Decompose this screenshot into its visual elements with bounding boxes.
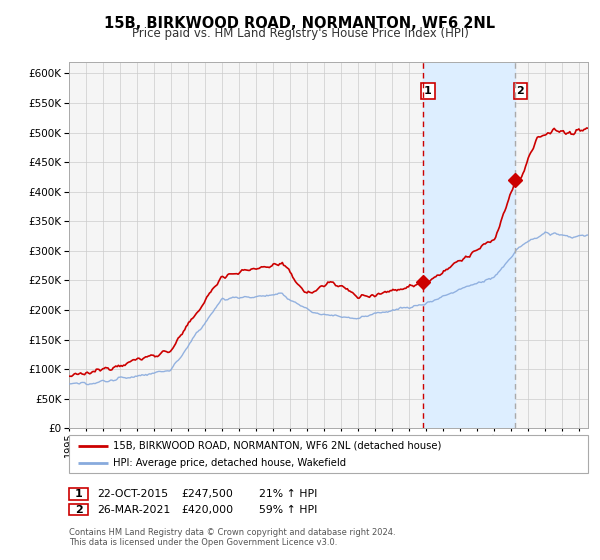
Text: 22-OCT-2015: 22-OCT-2015 <box>97 489 169 499</box>
Text: £247,500: £247,500 <box>181 489 233 499</box>
Text: 2: 2 <box>75 505 82 515</box>
Bar <box>423 62 515 428</box>
Text: 1: 1 <box>75 489 82 499</box>
Text: 21% ↑ HPI: 21% ↑ HPI <box>259 489 317 499</box>
Text: This data is licensed under the Open Government Licence v3.0.: This data is licensed under the Open Gov… <box>69 538 337 547</box>
Text: 59% ↑ HPI: 59% ↑ HPI <box>259 505 317 515</box>
Text: 15B, BIRKWOOD ROAD, NORMANTON, WF6 2NL (detached house): 15B, BIRKWOOD ROAD, NORMANTON, WF6 2NL (… <box>113 441 441 451</box>
Text: £420,000: £420,000 <box>181 505 233 515</box>
Text: 2: 2 <box>517 86 524 96</box>
Text: 1: 1 <box>424 86 432 96</box>
Text: HPI: Average price, detached house, Wakefield: HPI: Average price, detached house, Wake… <box>113 458 346 468</box>
Text: Price paid vs. HM Land Registry's House Price Index (HPI): Price paid vs. HM Land Registry's House … <box>131 27 469 40</box>
Text: 15B, BIRKWOOD ROAD, NORMANTON, WF6 2NL: 15B, BIRKWOOD ROAD, NORMANTON, WF6 2NL <box>104 16 496 31</box>
Text: Contains HM Land Registry data © Crown copyright and database right 2024.: Contains HM Land Registry data © Crown c… <box>69 528 395 536</box>
Text: 26-MAR-2021: 26-MAR-2021 <box>97 505 170 515</box>
